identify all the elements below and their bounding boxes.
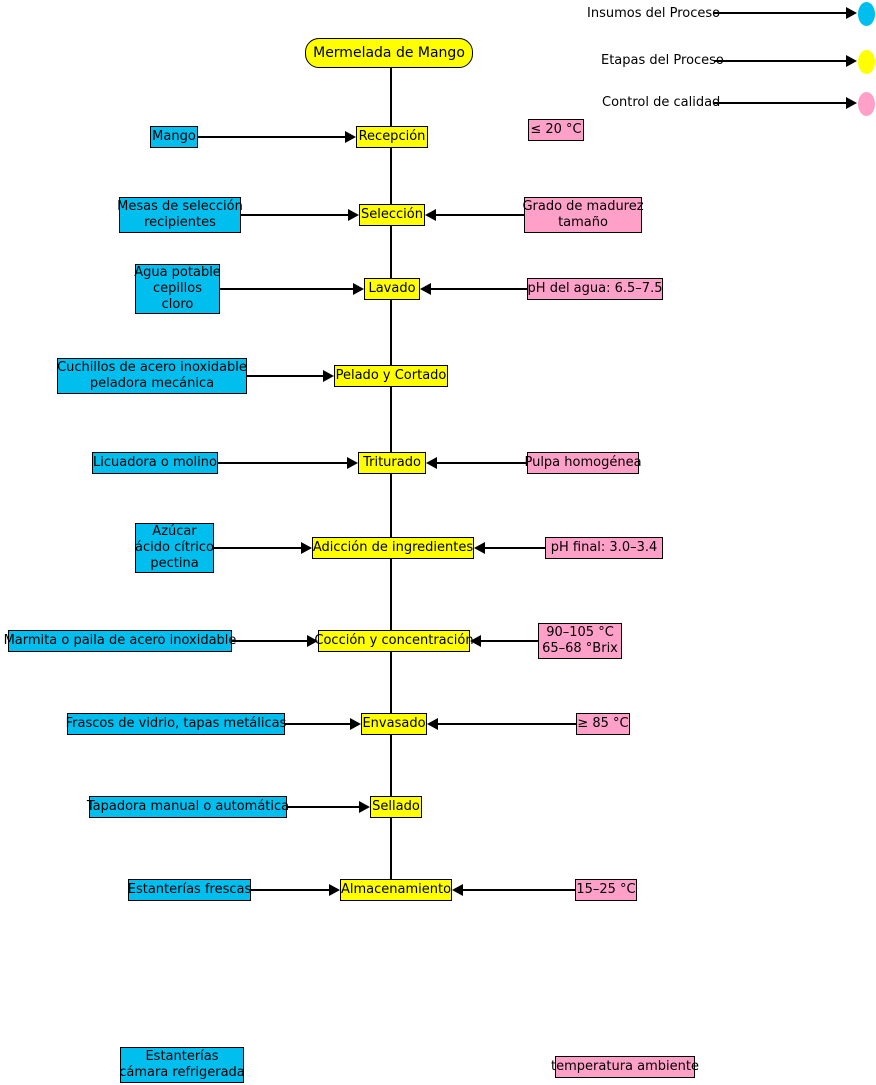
arrowhead-right-icon (846, 7, 857, 19)
input-box-frascos: Frascos de vidrio, tapas metálicas (66, 713, 286, 735)
connector-line (251, 889, 331, 891)
connector-line (198, 136, 347, 138)
input-box-mango: Mango (150, 126, 198, 148)
arrowhead-right-icon (846, 97, 857, 109)
legend-label-control: Control de calidad (602, 95, 721, 110)
input-box-camara-refrigerada: Estanterías cámara refrigerada (119, 1047, 245, 1083)
connector-line (438, 723, 576, 725)
arrowhead-left-icon (426, 457, 437, 469)
diagram-title: Mermelada de Mango (305, 38, 473, 68)
input-box-azucar: Azúcar ácido cítrico pectina (135, 523, 214, 573)
legend-line-etapas (714, 60, 846, 62)
arrowhead-right-icon (350, 718, 361, 730)
connector-line (437, 462, 527, 464)
input-box-estanterias: Estanterías frescas (128, 879, 251, 901)
qc-box-temp-brix: 90–105 °C 65–68 °Brix (538, 623, 622, 659)
stage-box-pelado: Pelado y Cortado (334, 365, 448, 387)
input-box-cuchillos: Cuchillos de acero inoxidable peladora m… (57, 358, 247, 394)
stage-box-lavado: Lavado (364, 278, 420, 300)
arrowhead-left-icon (470, 635, 481, 647)
input-box-mesas: Mesas de selección recipientes (117, 197, 243, 233)
legend-label-insumos: Insumos del Proceso (587, 6, 721, 21)
qc-box-pulpa: Pulpa homogénea (524, 452, 642, 474)
legend-etapas-ellipse-icon (858, 50, 875, 74)
input-box-agua: Agua potable cepillos cloro (134, 264, 221, 314)
arrowhead-right-icon (307, 635, 318, 647)
connector-line (232, 640, 309, 642)
legend-line-control (714, 102, 846, 104)
legend-line-insumos (714, 12, 846, 14)
stage-box-triturado: Triturado (358, 452, 426, 474)
connector-line (220, 288, 355, 290)
arrowhead-left-icon (474, 542, 485, 554)
arrowhead-right-icon (323, 370, 334, 382)
stage-box-seleccion: Selección (359, 204, 425, 226)
arrowhead-left-icon (425, 209, 436, 221)
qc-box-ph-final: pH final: 3.0–3.4 (545, 537, 663, 559)
qc-box-temp-ambiente: temperatura ambiente (551, 1056, 699, 1078)
connector-line (431, 288, 527, 290)
legend-label-etapas: Etapas del Proceso (601, 53, 724, 68)
input-box-licuadora: Licuadora o molino (92, 452, 218, 474)
arrowhead-left-icon (420, 283, 431, 295)
arrowhead-left-icon (452, 884, 463, 896)
connector-line (287, 806, 361, 808)
connector-line (436, 214, 524, 216)
arrowhead-right-icon (329, 884, 340, 896)
stage-box-almacenamiento: Almacenamiento (340, 879, 452, 901)
stage-box-sellado: Sellado (370, 796, 422, 818)
connector-line (285, 723, 352, 725)
arrowhead-right-icon (301, 542, 312, 554)
arrowhead-right-icon (359, 801, 370, 813)
stage-box-envasado: Envasado (361, 713, 427, 735)
arrowhead-right-icon (347, 457, 358, 469)
connector-line (218, 462, 349, 464)
stage-box-coccion: Cocción y concentración (314, 630, 474, 652)
stage-box-recepcion: Recepción (356, 126, 428, 148)
connector-line (214, 547, 303, 549)
arrowhead-left-icon (427, 718, 438, 730)
stage-box-adiccion: Adicción de ingredientes (312, 537, 474, 559)
arrowhead-right-icon (846, 55, 857, 67)
connector-line (247, 375, 325, 377)
connector-line (485, 547, 545, 549)
qc-box-temp-recepcion: ≤ 20 °C (528, 119, 584, 141)
qc-box-madurez: Grado de madurez tamaño (522, 197, 644, 233)
connector-line (463, 889, 575, 891)
arrowhead-right-icon (345, 131, 356, 143)
qc-box-ph-agua: pH del agua: 6.5–7.5 (527, 278, 663, 300)
arrowhead-right-icon (353, 283, 364, 295)
input-box-marmita: Marmita o paila de acero inoxidable (4, 630, 236, 652)
qc-box-temp-almacen: 15–25 °C (575, 879, 637, 901)
legend-control-ellipse-icon (858, 92, 875, 116)
qc-box-temp-envasado: ≥ 85 °C (576, 713, 630, 735)
legend-insumos-ellipse-icon (858, 2, 875, 26)
arrowhead-right-icon (348, 209, 359, 221)
connector-line (481, 640, 538, 642)
input-box-tapadora: Tapadora manual o automática (87, 796, 289, 818)
connector-line (241, 214, 350, 216)
